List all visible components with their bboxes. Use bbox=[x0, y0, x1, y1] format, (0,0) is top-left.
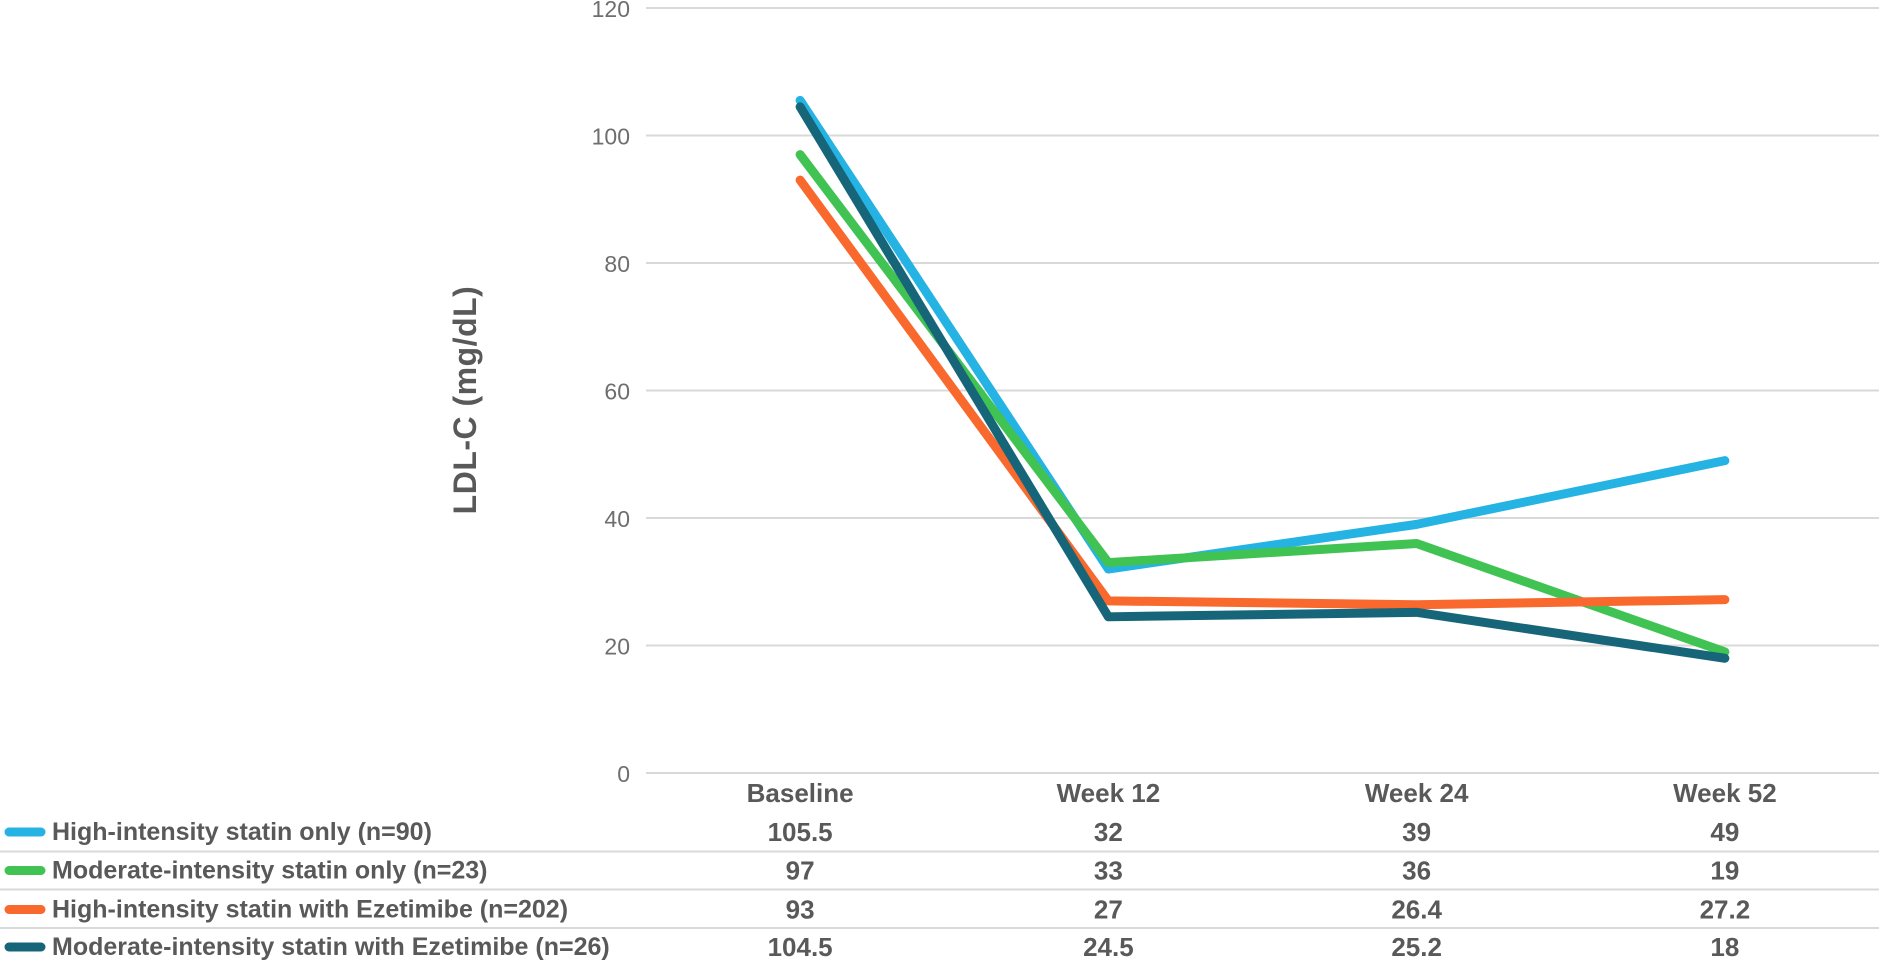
series-line-2 bbox=[795, 175, 1730, 610]
table-value-r1-c2: 36 bbox=[1402, 856, 1431, 886]
table-value-r1-c0: 97 bbox=[786, 856, 815, 886]
legend-label-1: Moderate-intensity statin only (n=23) bbox=[52, 857, 488, 885]
series-line-1 bbox=[795, 150, 1730, 657]
table-value-r3-c1: 24.5 bbox=[1083, 932, 1134, 962]
x-axis-label-3: Week 52 bbox=[1673, 778, 1777, 808]
y-tick-label-0: 0 bbox=[617, 761, 630, 787]
table-value-r0-c3: 49 bbox=[1710, 817, 1739, 847]
legend-label-3: Moderate-intensity statin with Ezetimibe… bbox=[52, 933, 610, 961]
table-value-r0-c0: 105.5 bbox=[768, 817, 833, 847]
y-tick-label-120: 120 bbox=[592, 0, 630, 22]
table-value-r2-c3: 27.2 bbox=[1700, 895, 1751, 925]
x-axis-label-2: Week 24 bbox=[1365, 778, 1469, 808]
table-value-r3-c0: 104.5 bbox=[768, 932, 833, 962]
table-value-r3-c3: 18 bbox=[1710, 932, 1739, 962]
table-value-r1-c1: 33 bbox=[1094, 856, 1123, 886]
y-tick-label-80: 80 bbox=[604, 251, 630, 277]
legend-label-2: High-intensity statin with Ezetimibe (n=… bbox=[52, 896, 568, 924]
table-value-r1-c3: 19 bbox=[1710, 856, 1739, 886]
table-value-r2-c1: 27 bbox=[1094, 895, 1123, 925]
x-axis-label-0: Baseline bbox=[747, 778, 854, 808]
table-value-r2-c2: 26.4 bbox=[1391, 895, 1442, 925]
y-tick-label-60: 60 bbox=[604, 379, 630, 405]
series-line-0 bbox=[795, 95, 1730, 574]
table-value-r0-c2: 39 bbox=[1402, 817, 1431, 847]
x-axis-label-1: Week 12 bbox=[1057, 778, 1161, 808]
y-tick-label-40: 40 bbox=[604, 506, 630, 532]
legend-label-0: High-intensity statin only (n=90) bbox=[52, 818, 432, 846]
table-value-r2-c0: 93 bbox=[786, 895, 815, 925]
y-tick-label-100: 100 bbox=[592, 124, 630, 150]
table-value-r0-c1: 32 bbox=[1094, 817, 1123, 847]
series-line-3 bbox=[795, 102, 1730, 663]
table-value-r3-c2: 25.2 bbox=[1391, 932, 1442, 962]
y-tick-label-20: 20 bbox=[604, 634, 630, 660]
